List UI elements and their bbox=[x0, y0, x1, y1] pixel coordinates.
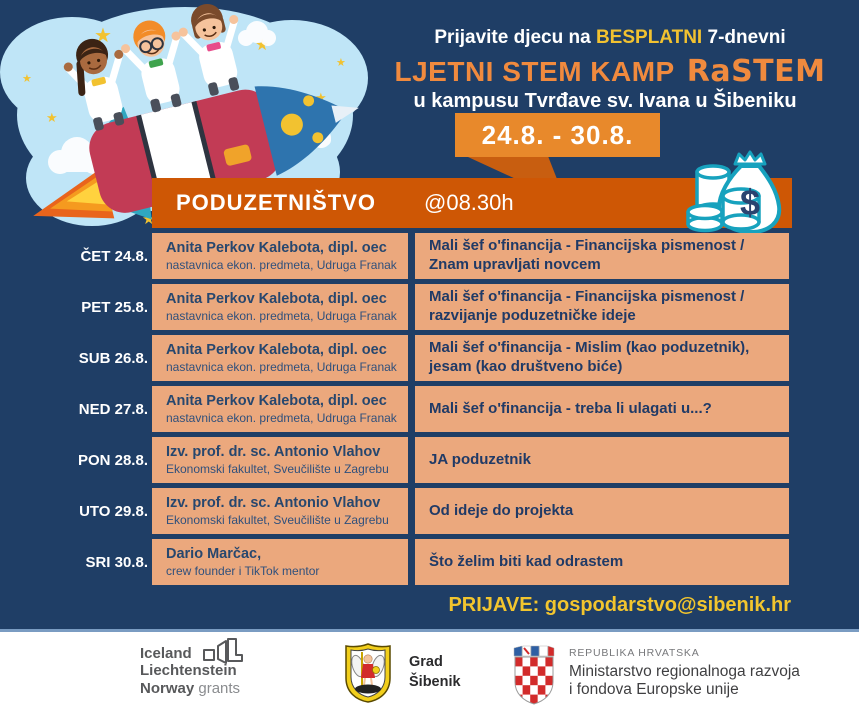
program-header-bar: PODUZETNIŠTVO @08.30h bbox=[152, 178, 792, 228]
column-divider bbox=[408, 233, 415, 279]
schedule-table: ČET 24.8. Anita Perkov Kalebota, dipl. o… bbox=[0, 233, 859, 590]
eea-grants-word: grants bbox=[194, 679, 241, 697]
sibenik-line1: Grad bbox=[409, 654, 443, 671]
presenter-name: Dario Marčac, bbox=[166, 545, 262, 562]
day-label: NED 27.8. bbox=[78, 400, 148, 418]
eea-line3: Norway grants bbox=[140, 680, 240, 697]
date-badge: 24.8. - 30.8. bbox=[455, 113, 660, 157]
kid-figure bbox=[63, 38, 125, 131]
croatian-coat-of-arms-icon bbox=[513, 645, 555, 705]
column-divider bbox=[408, 488, 415, 534]
title-part2: RaSTEM bbox=[686, 54, 826, 89]
kid-figure bbox=[121, 20, 182, 113]
contact-email[interactable]: PRIJAVE: gospodarstvo@sibenik.hr bbox=[448, 594, 791, 616]
presenter-subtitle: nastavnica ekon. predmeta, Udruga Franak bbox=[166, 411, 397, 425]
svg-text:★: ★ bbox=[336, 56, 346, 69]
topic-cell: Mali šef o'financija - Mislim (kao poduz… bbox=[415, 335, 789, 381]
presenter-cell: Anita Perkov Kalebota, dipl. oec nastavni… bbox=[152, 233, 408, 279]
presenter-cell: Izv. prof. dr. sc. Antonio Vlahov Ekonoms… bbox=[152, 488, 408, 534]
table-row: NED 27.8. Anita Perkov Kalebota, dipl. o… bbox=[0, 386, 859, 432]
topic-cell: JA poduzetnik bbox=[415, 437, 789, 483]
intro-suffix: 7-dnevni bbox=[702, 27, 786, 48]
presenter-cell: Izv. prof. dr. sc. Antonio Vlahov Ekonoms… bbox=[152, 437, 408, 483]
eea-line2: Liechtenstein bbox=[140, 662, 237, 680]
presenter-cell: Anita Perkov Kalebota, dipl. oec nastavni… bbox=[152, 386, 408, 432]
svg-text:★: ★ bbox=[46, 111, 58, 126]
presenter-name: Anita Perkov Kalebota, dipl. oec bbox=[166, 290, 387, 307]
eea-grants-icon bbox=[203, 638, 243, 664]
topic-cell: Mali šef o'financija - Financijska pisme… bbox=[415, 284, 789, 330]
svg-text:$: $ bbox=[740, 182, 760, 223]
column-divider bbox=[408, 539, 415, 585]
topic-cell: Mali šef o'financija - Financijska pisme… bbox=[415, 233, 789, 279]
eea-norway: Norway bbox=[140, 679, 195, 697]
intro-prefix: Prijavite djecu na bbox=[434, 27, 596, 48]
table-row: SUB 26.8. Anita Perkov Kalebota, dipl. o… bbox=[0, 335, 859, 381]
table-row: UTO 29.8. Izv. prof. dr. sc. Antonio Vla… bbox=[0, 488, 859, 534]
table-row: PET 25.8. Anita Perkov Kalebota, dipl. o… bbox=[0, 284, 859, 330]
column-divider bbox=[408, 437, 415, 483]
intro-highlight: BESPLATNI bbox=[595, 27, 703, 48]
ministry-country: REPUBLIKA HRVATSKA bbox=[569, 647, 700, 659]
topic-cell: Što želim biti kad odrastem bbox=[415, 539, 789, 585]
presenter-subtitle: Ekonomski fakultet, Sveučilište u Zagreb… bbox=[166, 513, 389, 527]
svg-text:★: ★ bbox=[22, 72, 32, 85]
column-divider bbox=[408, 284, 415, 330]
presenter-name: Anita Perkov Kalebota, dipl. oec bbox=[166, 239, 387, 256]
day-label: PON 28.8. bbox=[77, 451, 148, 469]
intro-line: Prijavite djecu na BESPLATNI 7-dnevni bbox=[365, 27, 855, 49]
grad-sibenik-logo: Grad Šibenik bbox=[343, 642, 461, 704]
column-divider bbox=[408, 335, 415, 381]
kid-figure bbox=[178, 4, 240, 96]
topic-cell: Od ideje do projekta bbox=[415, 488, 789, 534]
sibenik-coat-of-arms-icon bbox=[345, 643, 391, 703]
presenter-cell: Anita Perkov Kalebota, dipl. oec nastavni… bbox=[152, 284, 408, 330]
svg-text:★: ★ bbox=[315, 91, 327, 106]
presenter-name: Anita Perkov Kalebota, dipl. oec bbox=[166, 392, 387, 409]
sibenik-line2: Šibenik bbox=[409, 674, 461, 690]
eea-grants-logo: Iceland Liechtenstein Norway grants bbox=[140, 638, 243, 697]
eea-line1: Iceland bbox=[140, 645, 192, 662]
presenter-subtitle: Ekonomski fakultet, Sveučilište u Zagreb… bbox=[166, 462, 389, 476]
presenter-cell: Dario Marčac, crew founder i TikTok mento… bbox=[152, 539, 408, 585]
presenter-name: Izv. prof. dr. sc. Antonio Vlahov bbox=[166, 494, 381, 511]
table-row: PON 28.8. Izv. prof. dr. sc. Antonio Vla… bbox=[0, 437, 859, 483]
program-time: @08.30h bbox=[424, 190, 514, 215]
table-row: SRI 30.8. Dario Marčac, crew founder i Ti… bbox=[0, 539, 859, 585]
ministry-logo: REPUBLIKA HRVATSKA Ministarstvo regional… bbox=[513, 644, 800, 706]
topic-cell: Mali šef o'financija - treba li ulagati … bbox=[415, 386, 789, 432]
presenter-name: Izv. prof. dr. sc. Antonio Vlahov bbox=[166, 443, 381, 460]
page-title: LJETNI STEM KAMP RaSTEM bbox=[365, 54, 855, 89]
column-divider bbox=[408, 386, 415, 432]
footer: Iceland Liechtenstein Norway grants Grad bbox=[0, 629, 859, 720]
presenter-cell: Anita Perkov Kalebota, dipl. oec nastavni… bbox=[152, 335, 408, 381]
location-subtitle: u kampusu Tvrđave sv. Ivana u Šibeniku bbox=[413, 90, 797, 112]
program-name: PODUZETNIŠTVO bbox=[176, 190, 377, 215]
table-row: ČET 24.8. Anita Perkov Kalebota, dipl. o… bbox=[0, 233, 859, 279]
day-label: SRI 30.8. bbox=[85, 553, 148, 571]
ministry-line2: i fondova Europske unije bbox=[569, 681, 739, 699]
title-part1: LJETNI STEM KAMP bbox=[394, 56, 675, 87]
day-label: UTO 29.8. bbox=[79, 502, 148, 520]
presenter-subtitle: nastavnica ekon. predmeta, Udruga Franak bbox=[166, 309, 397, 323]
presenter-subtitle: nastavnica ekon. predmeta, Udruga Franak bbox=[166, 258, 397, 272]
day-label: PET 25.8. bbox=[81, 298, 148, 316]
money-bag-icon: $ bbox=[686, 150, 782, 234]
ministry-line1: Ministarstvo regionalnoga razvoja bbox=[569, 663, 800, 680]
presenter-subtitle: crew founder i TikTok mentor bbox=[166, 564, 320, 578]
day-label: SUB 26.8. bbox=[78, 349, 148, 367]
day-label: ČET 24.8. bbox=[80, 247, 148, 265]
presenter-subtitle: nastavnica ekon. predmeta, Udruga Franak bbox=[166, 360, 397, 374]
presenter-name: Anita Perkov Kalebota, dipl. oec bbox=[166, 341, 387, 358]
